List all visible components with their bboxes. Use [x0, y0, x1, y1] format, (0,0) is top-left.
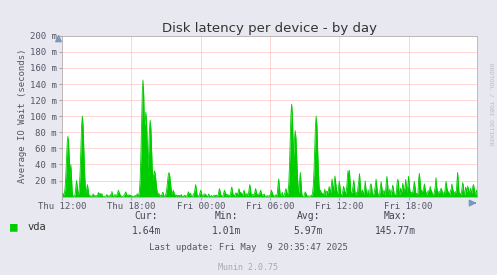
Text: Max:: Max:: [383, 211, 407, 221]
Text: 1.64m: 1.64m: [132, 227, 162, 236]
Title: Disk latency per device - by day: Disk latency per device - by day: [162, 21, 377, 35]
Text: Last update: Fri May  9 20:35:47 2025: Last update: Fri May 9 20:35:47 2025: [149, 243, 348, 252]
Text: 5.97m: 5.97m: [293, 227, 323, 236]
Text: RRDTOOL / TOBI OETIKER: RRDTOOL / TOBI OETIKER: [489, 63, 494, 146]
Text: 1.01m: 1.01m: [211, 227, 241, 236]
Text: Munin 2.0.75: Munin 2.0.75: [219, 263, 278, 272]
Text: ■: ■: [10, 220, 17, 233]
Y-axis label: Average IO Wait (seconds): Average IO Wait (seconds): [18, 49, 27, 183]
Text: Min:: Min:: [214, 211, 238, 221]
Text: Cur:: Cur:: [135, 211, 159, 221]
Text: 145.77m: 145.77m: [375, 227, 415, 236]
Text: vda: vda: [27, 222, 46, 232]
Text: Avg:: Avg:: [296, 211, 320, 221]
